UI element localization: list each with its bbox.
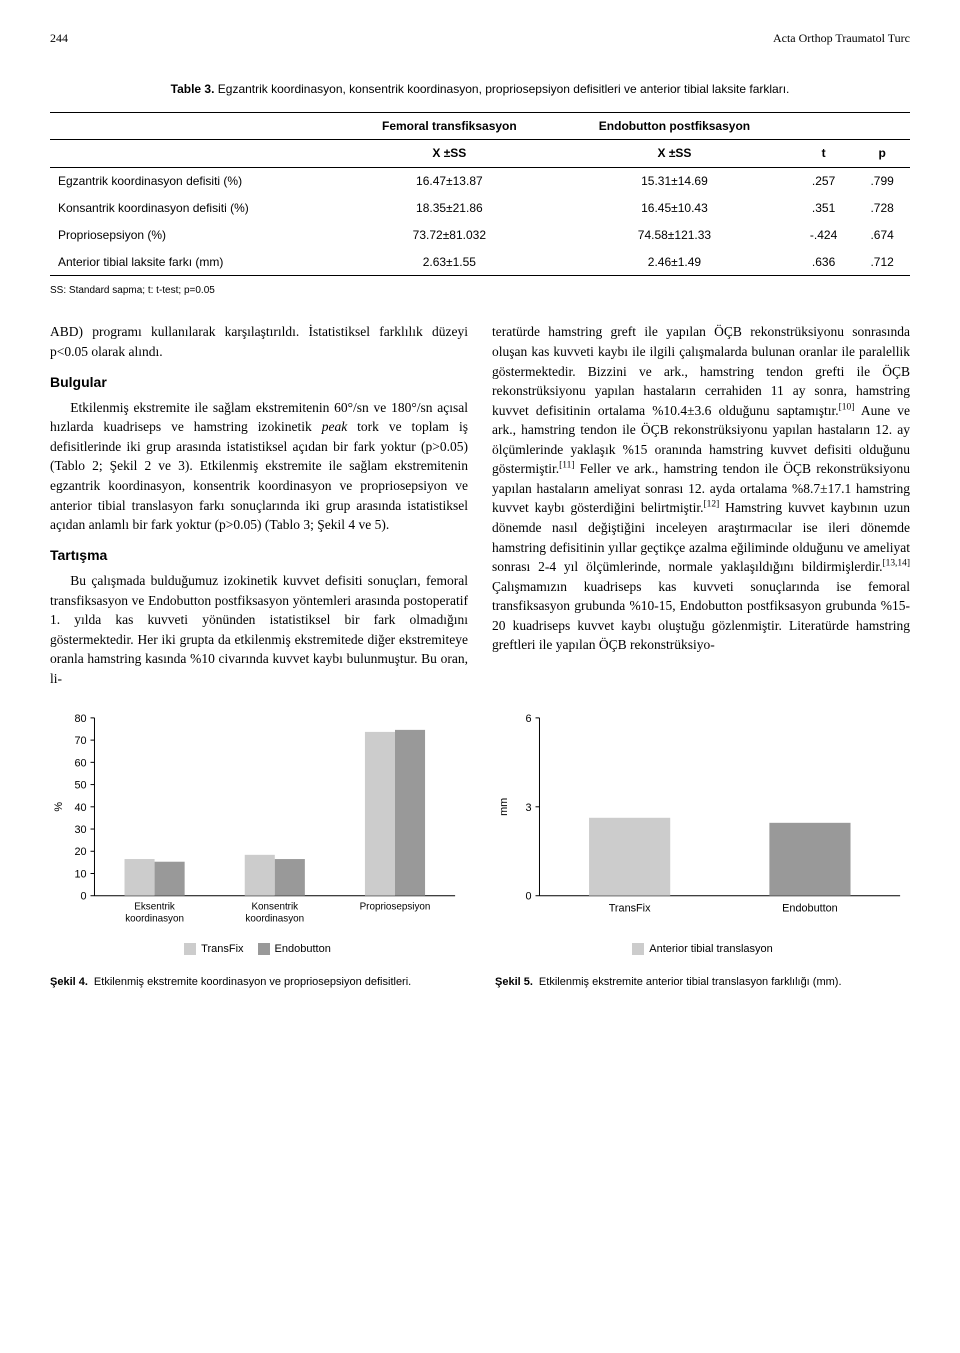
svg-text:40: 40 xyxy=(74,802,86,814)
svg-text:Konsentrik: Konsentrik xyxy=(251,902,298,913)
table3-col-xss2: X ±SS xyxy=(556,140,793,168)
row-label: Konsantrik koordinasyon defisiti (%) xyxy=(50,195,343,222)
table3-col-xss1: X ±SS xyxy=(343,140,556,168)
left-column: ABD) programı kullanılarak karşılaştırıl… xyxy=(50,322,468,688)
legend-att: Anterior tibial translasyon xyxy=(632,942,773,957)
svg-text:Endobutton: Endobutton xyxy=(782,903,838,915)
table3-label: Table 3. xyxy=(171,82,215,96)
table-row: Egzantrik koordinasyon defisiti (%) 16.4… xyxy=(50,168,910,195)
svg-text:3: 3 xyxy=(526,802,532,814)
chart5-svg: 0 3 6 mm TransFix Endobutton xyxy=(495,708,910,935)
row-p: .712 xyxy=(854,249,910,276)
heading-tartisma: Tartışma xyxy=(50,545,468,565)
svg-text:60: 60 xyxy=(74,758,86,770)
fig5-label: Şekil 5. xyxy=(495,975,533,990)
left-p2: Etkilenmiş ekstremite ile sağlam ekstrem… xyxy=(50,398,468,535)
table3-empty-head3 xyxy=(854,112,910,140)
row-v2: 15.31±14.69 xyxy=(556,168,793,195)
heading-bulgular: Bulgular xyxy=(50,372,468,392)
table3-head-group2: Endobutton postfiksasyon xyxy=(556,112,793,140)
table3-sub-empty xyxy=(50,140,343,168)
legend-label-endobutton: Endobutton xyxy=(275,942,331,957)
row-t: -.424 xyxy=(793,222,854,249)
table3-col-p: p xyxy=(854,140,910,168)
chart4-svg: 01020304050607080%EksentrikkoordinasyonK… xyxy=(50,708,465,935)
row-label: Egzantrik koordinasyon defisiti (%) xyxy=(50,168,343,195)
svg-text:TransFix: TransFix xyxy=(609,903,651,915)
svg-text:50: 50 xyxy=(74,780,86,792)
page-header: 244 Acta Orthop Traumatol Turc xyxy=(50,30,910,51)
body-columns: ABD) programı kullanılarak karşılaştırıl… xyxy=(50,322,910,688)
svg-text:Propriosepsiyon: Propriosepsiyon xyxy=(360,902,431,913)
left-p1: ABD) programı kullanılarak karşılaştırıl… xyxy=(50,322,468,361)
legend-transfix: TransFix xyxy=(184,942,243,957)
svg-text:10: 10 xyxy=(74,869,86,881)
row-t: .257 xyxy=(793,168,854,195)
legend-label-transfix: TransFix xyxy=(201,942,243,957)
fig5-text: Etkilenmiş ekstremite anterior tibial tr… xyxy=(539,975,910,990)
table3-empty-head xyxy=(50,112,343,140)
svg-text:80: 80 xyxy=(74,713,86,725)
right-column: teratürde hamstring greft ile yapılan ÖÇ… xyxy=(492,322,910,688)
svg-text:koordinasyon: koordinasyon xyxy=(125,914,184,925)
svg-text:%: % xyxy=(53,802,65,812)
fig5-caption: Şekil 5. Etkilenmiş ekstremite anterior … xyxy=(495,975,910,990)
chart4-legend: TransFix Endobutton xyxy=(50,942,465,957)
table3-caption-text: Egzantrik koordinasyon, konsentrik koord… xyxy=(218,82,790,96)
legend-swatch-endobutton xyxy=(258,943,270,955)
row-v1: 73.72±81.032 xyxy=(343,222,556,249)
row-p: .799 xyxy=(854,168,910,195)
row-v2: 16.45±10.43 xyxy=(556,195,793,222)
row-t: .636 xyxy=(793,249,854,276)
row-label: Propriosepsiyon (%) xyxy=(50,222,343,249)
left-p3: Bu çalışmada bulduğumuz izokinetik kuvve… xyxy=(50,571,468,688)
page-number: 244 xyxy=(50,30,68,47)
svg-text:20: 20 xyxy=(74,847,86,859)
left-p2c: tork ve toplam iş defisitlerinde iki gru… xyxy=(50,419,468,532)
legend-label-att: Anterior tibial translasyon xyxy=(649,942,773,957)
table3-footnote: SS: Standard sapma; t: t-test; p=0.05 xyxy=(50,284,910,298)
left-p2b: peak xyxy=(322,419,347,434)
legend-endobutton: Endobutton xyxy=(258,942,331,957)
svg-text:0: 0 xyxy=(81,891,87,903)
svg-text:Eksentrik: Eksentrik xyxy=(134,902,175,913)
table3-head-group1: Femoral transfiksasyon xyxy=(343,112,556,140)
legend-swatch-transfix xyxy=(184,943,196,955)
chart5-legend: Anterior tibial translasyon xyxy=(495,942,910,957)
table-row: Anterior tibial laksite farkı (mm) 2.63±… xyxy=(50,249,910,276)
journal-name: Acta Orthop Traumatol Turc xyxy=(773,30,910,47)
svg-text:70: 70 xyxy=(74,735,86,747)
row-v1: 2.63±1.55 xyxy=(343,249,556,276)
table-row: Propriosepsiyon (%) 73.72±81.032 74.58±1… xyxy=(50,222,910,249)
fig4-label: Şekil 4. xyxy=(50,975,88,990)
svg-text:6: 6 xyxy=(526,713,532,725)
legend-swatch-att xyxy=(632,943,644,955)
chart5-box: 0 3 6 mm TransFix Endobutton Anterior tibial … xyxy=(495,708,910,957)
svg-text:0: 0 xyxy=(526,891,532,903)
chart4-box: 01020304050607080%EksentrikkoordinasyonK… xyxy=(50,708,465,957)
svg-text:30: 30 xyxy=(74,824,86,836)
table3-body: Egzantrik koordinasyon defisiti (%) 16.4… xyxy=(50,168,910,276)
fig4-text: Etkilenmiş ekstremite koordinasyon ve pr… xyxy=(94,975,465,990)
charts-row: 01020304050607080%EksentrikkoordinasyonK… xyxy=(50,708,910,957)
table3: Femoral transfiksasyon Endobutton postfi… xyxy=(50,112,910,277)
table3-col-t: t xyxy=(793,140,854,168)
row-v1: 16.47±13.87 xyxy=(343,168,556,195)
fig4-caption: Şekil 4. Etkilenmiş ekstremite koordinas… xyxy=(50,975,465,990)
row-p: .674 xyxy=(854,222,910,249)
row-v1: 18.35±21.86 xyxy=(343,195,556,222)
table3-caption: Table 3. Egzantrik koordinasyon, konsent… xyxy=(50,81,910,98)
right-p1: teratürde hamstring greft ile yapılan ÖÇ… xyxy=(492,322,910,655)
row-p: .728 xyxy=(854,195,910,222)
svg-text:koordinasyon: koordinasyon xyxy=(245,914,304,925)
figure-captions-row: Şekil 4. Etkilenmiş ekstremite koordinas… xyxy=(50,963,910,990)
row-t: .351 xyxy=(793,195,854,222)
row-v2: 2.46±1.49 xyxy=(556,249,793,276)
table3-empty-head2 xyxy=(793,112,854,140)
table-row: Konsantrik koordinasyon defisiti (%) 18.… xyxy=(50,195,910,222)
row-label: Anterior tibial laksite farkı (mm) xyxy=(50,249,343,276)
row-v2: 74.58±121.33 xyxy=(556,222,793,249)
svg-text:mm: mm xyxy=(498,798,510,816)
